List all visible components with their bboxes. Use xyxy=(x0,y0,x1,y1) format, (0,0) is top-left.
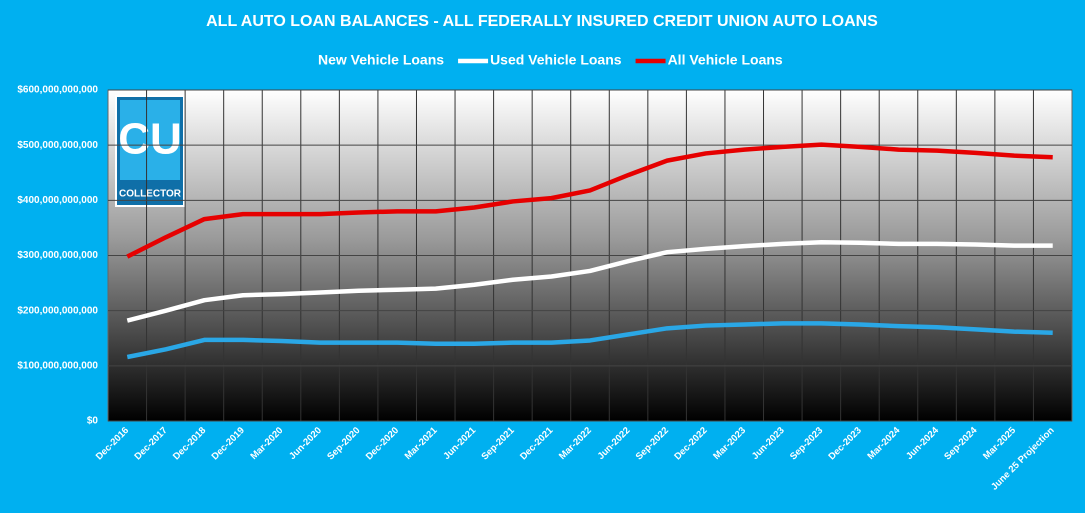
y-tick-label: $400,000,000,000 xyxy=(17,195,98,206)
y-tick-label: $500,000,000,000 xyxy=(17,140,98,151)
y-tick-label: $200,000,000,000 xyxy=(17,305,98,316)
chart-title: ALL AUTO LOAN BALANCES - ALL FEDERALLY I… xyxy=(206,13,878,30)
logo-panel xyxy=(120,100,180,180)
y-tick-label: $300,000,000,000 xyxy=(17,250,98,261)
series-line xyxy=(126,321,1053,360)
y-tick-label: $600,000,000,000 xyxy=(17,85,98,96)
legend-label: Used Vehicle Loans xyxy=(490,52,622,68)
legend-label: All Vehicle Loans xyxy=(668,52,783,68)
logo: CU COLLECTOR xyxy=(115,95,185,207)
y-tick-label: $100,000,000,000 xyxy=(17,360,98,371)
logo-subtext: COLLECTOR xyxy=(119,189,182,200)
legend-label: New Vehicle Loans xyxy=(318,52,444,68)
series-line xyxy=(126,142,1053,259)
series-line xyxy=(126,240,1053,323)
y-tick-label: $0 xyxy=(87,416,99,427)
logo-text: CU xyxy=(118,115,182,164)
